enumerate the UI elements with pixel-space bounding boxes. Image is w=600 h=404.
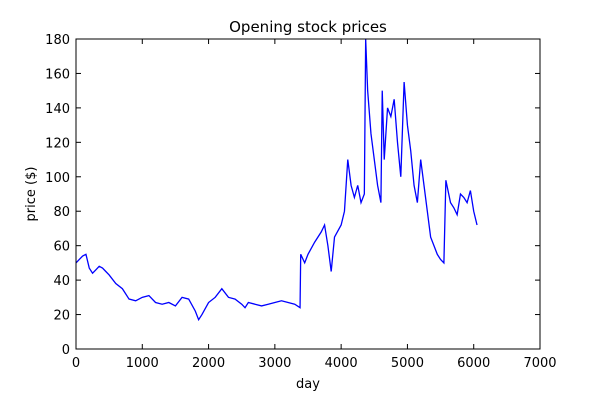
y-tick-label: 40 bbox=[53, 274, 70, 289]
y-tick-label: 100 bbox=[45, 171, 70, 186]
y-tick-label: 120 bbox=[45, 136, 70, 151]
chart-title: Opening stock prices bbox=[229, 18, 387, 36]
y-tick-label: 60 bbox=[53, 240, 70, 255]
y-tick-label: 20 bbox=[53, 309, 70, 324]
x-tick-label: 1000 bbox=[126, 356, 159, 371]
x-tick-label: 5000 bbox=[391, 356, 424, 371]
y-tick-label: 80 bbox=[53, 205, 70, 220]
y-axis-label: price ($) bbox=[24, 167, 39, 222]
plot-frame bbox=[75, 38, 541, 350]
x-tick-label: 4000 bbox=[325, 356, 358, 371]
x-tick-label: 0 bbox=[72, 356, 80, 371]
x-axis-label: day bbox=[296, 377, 320, 392]
y-tick-label: 180 bbox=[45, 33, 70, 48]
x-tick-label: 6000 bbox=[457, 356, 490, 371]
line bbox=[75, 38, 478, 322]
y-tick-label: 0 bbox=[62, 343, 70, 358]
y-tick-label: 140 bbox=[45, 102, 70, 117]
y-tick-label: 160 bbox=[45, 67, 70, 82]
x-tick-label: 2000 bbox=[192, 356, 225, 371]
x-tick-label: 3000 bbox=[258, 356, 291, 371]
x-tick-label: 7000 bbox=[523, 356, 556, 371]
